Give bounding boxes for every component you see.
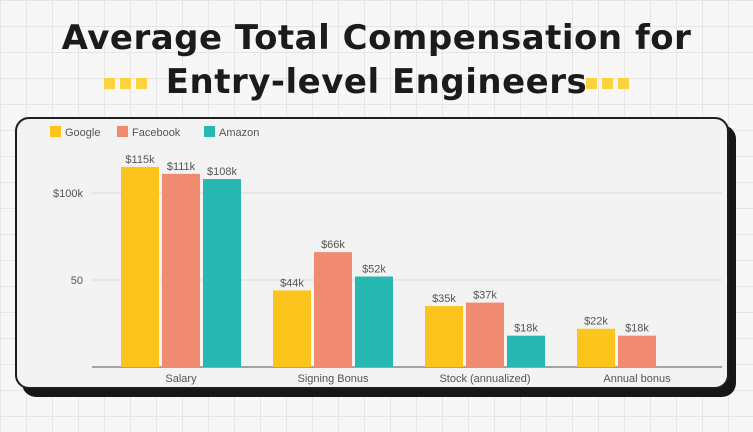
data-label: $44k (280, 277, 304, 289)
chart-title-line-1: Average Total Compensation for (61, 18, 692, 58)
bar-chart: 50 $100k Google Facebook Amazon $115k $111k $10… (50, 126, 722, 385)
legend-label-google: Google (65, 127, 100, 139)
bar-facebook (618, 335, 656, 367)
x-tick-label: Salary (165, 373, 197, 385)
deco-square (136, 78, 147, 89)
data-label: $18k (514, 323, 538, 335)
legend-label-facebook: Facebook (132, 127, 181, 139)
x-tick-label: Signing Bonus (298, 373, 369, 385)
bar-google (273, 290, 311, 367)
data-label: $66k (321, 239, 345, 251)
deco-square (104, 78, 115, 89)
x-tick-label: Stock (annualized) (439, 373, 530, 385)
decoration-squares-left (104, 78, 147, 89)
legend-swatch-amazon (204, 126, 215, 137)
chart-title-line-2: Entry-level Engineers (165, 62, 588, 102)
data-label: $37k (473, 290, 497, 302)
bar-facebook (466, 302, 504, 367)
bar-amazon (203, 179, 241, 367)
data-label: $18k (625, 323, 649, 335)
deco-square (618, 78, 629, 89)
y-tick-label: 50 (71, 275, 83, 287)
bar-google (425, 306, 463, 367)
deco-square (120, 78, 131, 89)
y-tick-label: $100k (53, 188, 83, 200)
data-label: $22k (584, 316, 608, 328)
legend-swatch-google (50, 126, 61, 137)
bar-amazon (507, 335, 545, 367)
deco-square (586, 78, 597, 89)
data-label: $115k (125, 154, 155, 166)
bar-amazon (355, 276, 393, 367)
data-label: $35k (432, 293, 456, 305)
bar-facebook (162, 173, 200, 367)
bar-google (577, 328, 615, 367)
data-label: $111k (167, 161, 196, 173)
decoration-squares-right (586, 78, 629, 89)
x-tick-label: Annual bonus (603, 373, 671, 385)
data-label: $52k (362, 264, 386, 276)
chart-card: 50 $100k Google Facebook Amazon $115k $111k $10… (15, 117, 729, 389)
bar-facebook (314, 252, 352, 367)
legend-label-amazon: Amazon (219, 127, 259, 139)
deco-square (602, 78, 613, 89)
legend-swatch-facebook (117, 126, 128, 137)
bar-google (121, 166, 159, 367)
data-label: $108k (207, 166, 237, 178)
